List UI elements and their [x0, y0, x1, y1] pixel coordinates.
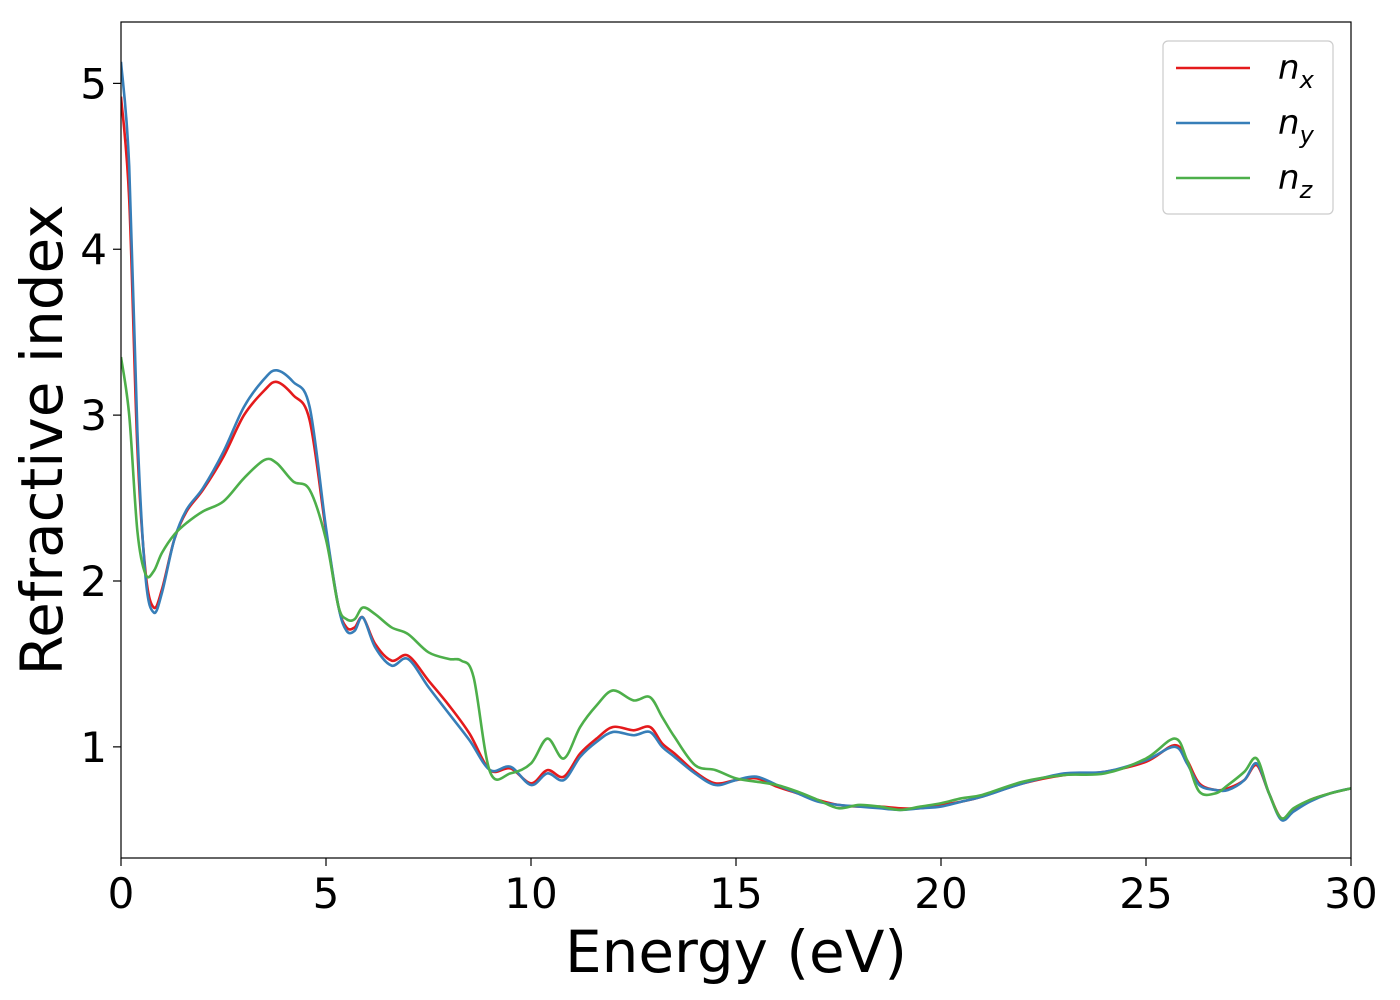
y-tick-label: 5: [80, 59, 107, 108]
legend: nx ny nz: [1162, 40, 1334, 215]
legend-label-y: ny: [1278, 103, 1315, 149]
series-line-z: [121, 356, 1351, 820]
y-tick-label: 2: [80, 557, 107, 606]
series-layer: [121, 61, 1351, 822]
x-tick-label: 15: [709, 869, 762, 918]
x-tick-label: 0: [108, 869, 135, 918]
plot-area: [121, 22, 1351, 858]
y-axis-title: Refractive index: [8, 204, 76, 675]
legend-label-z: nz: [1278, 158, 1314, 204]
y-axis-ticks: 1 2 3 4 5: [80, 59, 121, 772]
series-line-x: [121, 96, 1351, 821]
y-tick-label: 3: [80, 391, 107, 440]
x-tick-label: 25: [1119, 869, 1172, 918]
x-tick-label: 5: [313, 869, 340, 918]
legend-box: [1162, 40, 1334, 215]
legend-label-x: nx: [1278, 48, 1315, 94]
x-axis-ticks: 0 5 10 15 20 25 30: [108, 858, 1378, 918]
x-tick-label: 20: [914, 869, 967, 918]
x-tick-label: 10: [504, 869, 557, 918]
x-tick-label: 30: [1324, 869, 1377, 918]
y-tick-label: 4: [80, 225, 107, 274]
y-tick-label: 1: [80, 723, 107, 772]
x-axis-title: Energy (eV): [565, 918, 907, 986]
series-line-y: [121, 61, 1351, 822]
